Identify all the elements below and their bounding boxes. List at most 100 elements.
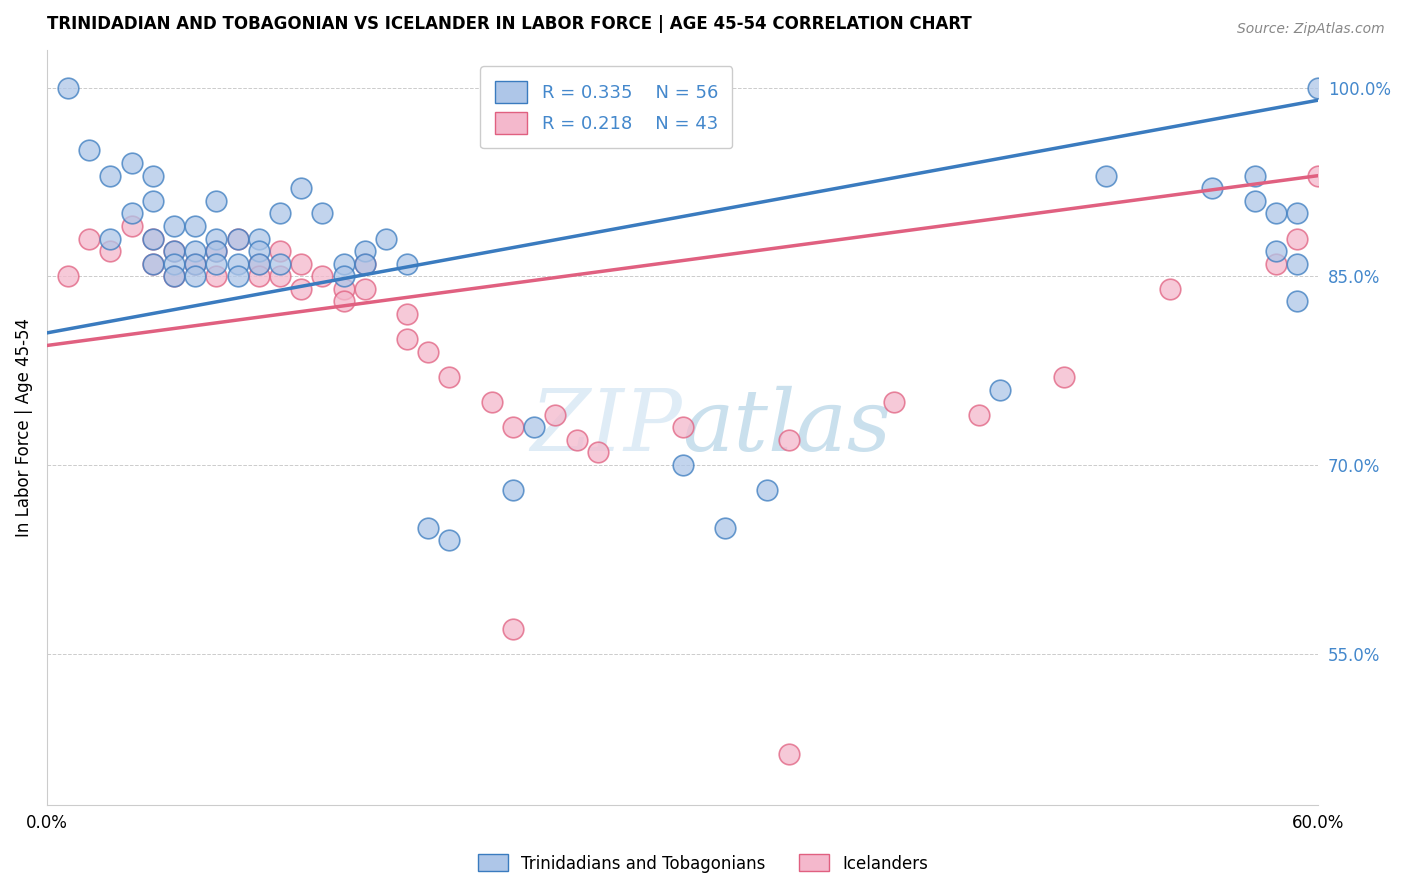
- Point: [163, 244, 186, 259]
- Point: [290, 282, 312, 296]
- Point: [226, 269, 249, 284]
- Point: [332, 282, 354, 296]
- Point: [1308, 80, 1330, 95]
- Point: [226, 231, 249, 245]
- Point: [311, 269, 333, 284]
- Text: Source: ZipAtlas.com: Source: ZipAtlas.com: [1237, 22, 1385, 37]
- Point: [778, 433, 800, 447]
- Point: [226, 257, 249, 271]
- Point: [100, 169, 122, 183]
- Point: [142, 231, 165, 245]
- Point: [247, 257, 270, 271]
- Point: [714, 521, 737, 535]
- Point: [1243, 194, 1265, 208]
- Point: [290, 257, 312, 271]
- Point: [184, 269, 207, 284]
- Point: [418, 344, 440, 359]
- Text: TRINIDADIAN AND TOBAGONIAN VS ICELANDER IN LABOR FORCE | AGE 45-54 CORRELATION C: TRINIDADIAN AND TOBAGONIAN VS ICELANDER …: [46, 15, 972, 33]
- Point: [163, 244, 186, 259]
- Point: [1243, 169, 1265, 183]
- Point: [1286, 257, 1309, 271]
- Point: [142, 257, 165, 271]
- Point: [332, 269, 354, 284]
- Point: [1264, 206, 1286, 220]
- Point: [565, 433, 588, 447]
- Point: [100, 244, 122, 259]
- Point: [269, 269, 291, 284]
- Point: [1053, 370, 1076, 384]
- Point: [353, 257, 375, 271]
- Point: [247, 257, 270, 271]
- Point: [142, 231, 165, 245]
- Point: [163, 269, 186, 284]
- Point: [439, 533, 461, 548]
- Point: [184, 257, 207, 271]
- Point: [1308, 169, 1330, 183]
- Point: [121, 156, 143, 170]
- Point: [1095, 169, 1118, 183]
- Point: [56, 80, 79, 95]
- Point: [205, 231, 228, 245]
- Point: [544, 408, 567, 422]
- Point: [269, 206, 291, 220]
- Point: [418, 521, 440, 535]
- Point: [205, 244, 228, 259]
- Point: [205, 244, 228, 259]
- Point: [353, 244, 375, 259]
- Point: [1286, 231, 1309, 245]
- Point: [353, 257, 375, 271]
- Point: [163, 219, 186, 233]
- Point: [586, 445, 609, 459]
- Point: [778, 747, 800, 762]
- Point: [77, 231, 100, 245]
- Point: [1201, 181, 1223, 195]
- Point: [163, 257, 186, 271]
- Point: [121, 219, 143, 233]
- Point: [142, 169, 165, 183]
- Text: atlas: atlas: [682, 386, 891, 468]
- Point: [226, 231, 249, 245]
- Point: [502, 420, 524, 434]
- Point: [1286, 294, 1309, 309]
- Text: ZIP: ZIP: [530, 386, 682, 468]
- Point: [502, 483, 524, 498]
- Point: [142, 194, 165, 208]
- Point: [396, 307, 419, 321]
- Point: [396, 332, 419, 346]
- Point: [247, 269, 270, 284]
- Point: [269, 257, 291, 271]
- Point: [883, 395, 905, 409]
- Point: [311, 206, 333, 220]
- Point: [184, 244, 207, 259]
- Point: [756, 483, 779, 498]
- Point: [184, 219, 207, 233]
- Point: [56, 269, 79, 284]
- Point: [967, 408, 990, 422]
- Point: [1159, 282, 1181, 296]
- Legend: Trinidadians and Tobagonians, Icelanders: Trinidadians and Tobagonians, Icelanders: [471, 847, 935, 880]
- Point: [353, 282, 375, 296]
- Point: [332, 294, 354, 309]
- Point: [1264, 257, 1286, 271]
- Point: [502, 622, 524, 636]
- Point: [247, 231, 270, 245]
- Point: [1286, 206, 1309, 220]
- Point: [163, 269, 186, 284]
- Legend: R = 0.335    N = 56, R = 0.218    N = 43: R = 0.335 N = 56, R = 0.218 N = 43: [481, 66, 733, 148]
- Point: [205, 194, 228, 208]
- Point: [481, 395, 503, 409]
- Point: [100, 231, 122, 245]
- Point: [374, 231, 396, 245]
- Point: [247, 244, 270, 259]
- Point: [671, 420, 693, 434]
- Point: [269, 244, 291, 259]
- Point: [396, 257, 419, 271]
- Point: [290, 181, 312, 195]
- Point: [77, 144, 100, 158]
- Point: [990, 383, 1012, 397]
- Point: [142, 257, 165, 271]
- Y-axis label: In Labor Force | Age 45-54: In Labor Force | Age 45-54: [15, 318, 32, 537]
- Point: [184, 257, 207, 271]
- Point: [121, 206, 143, 220]
- Point: [205, 257, 228, 271]
